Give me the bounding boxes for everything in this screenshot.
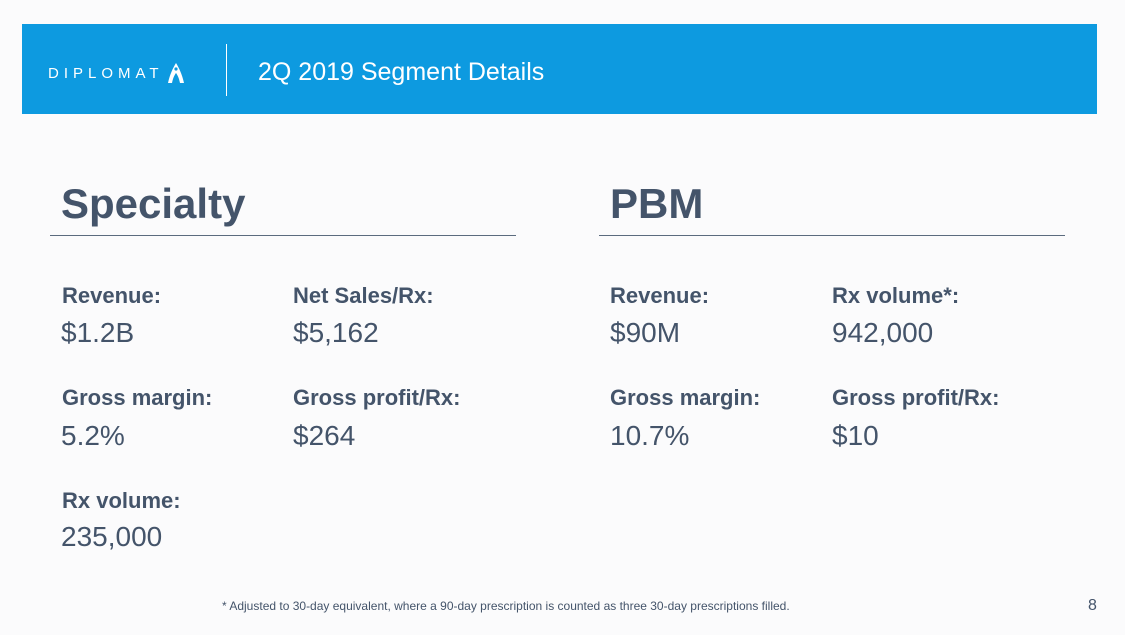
- pbm-rx-volume-value: 942,000: [832, 317, 934, 348]
- pbm-gross-profit-value: $10: [832, 420, 879, 451]
- page-number: 8: [1088, 597, 1097, 614]
- specialty-rx-volume-label: Rx volume:: [62, 488, 181, 513]
- pbm-gross-margin-label: Gross margin:: [610, 385, 761, 410]
- specialty-gross-margin-label: Gross margin:: [62, 385, 213, 410]
- specialty-net-sales-label: Net Sales/Rx:: [293, 283, 434, 308]
- header-banner: DIPLOMAT 2Q 2019 Segment Details: [22, 24, 1097, 114]
- footnote: * Adjusted to 30-day equivalent, where a…: [222, 599, 790, 613]
- specialty-rx-volume-value: 235,000: [61, 521, 163, 552]
- specialty-revenue-label: Revenue:: [62, 283, 162, 308]
- specialty-gross-profit-label: Gross profit/Rx:: [293, 385, 461, 410]
- logo-mark-icon: [167, 63, 184, 83]
- page-title: 2Q 2019 Segment Details: [258, 58, 545, 86]
- logo-text: DIPLOMAT: [48, 64, 164, 82]
- pbm-revenue-value: $90M: [610, 317, 681, 348]
- pbm-rule: [599, 235, 1065, 236]
- pbm-rx-volume-label: Rx volume*:: [832, 283, 960, 308]
- pbm-gross-profit-label: Gross profit/Rx:: [832, 385, 1000, 410]
- pbm-revenue-label: Revenue:: [610, 283, 710, 308]
- specialty-gross-profit-value: $264: [293, 420, 356, 451]
- pbm-title: PBM: [610, 180, 704, 227]
- specialty-revenue-value: $1.2B: [61, 317, 135, 348]
- specialty-title: Specialty: [61, 180, 246, 227]
- specialty-gross-margin-value: 5.2%: [61, 420, 125, 451]
- diplomat-logo: DIPLOMAT: [48, 62, 186, 84]
- specialty-rule: [50, 235, 516, 236]
- specialty-net-sales-value: $5,162: [293, 317, 379, 348]
- pbm-gross-margin-value: 10.7%: [610, 420, 690, 451]
- header-divider: [226, 44, 227, 96]
